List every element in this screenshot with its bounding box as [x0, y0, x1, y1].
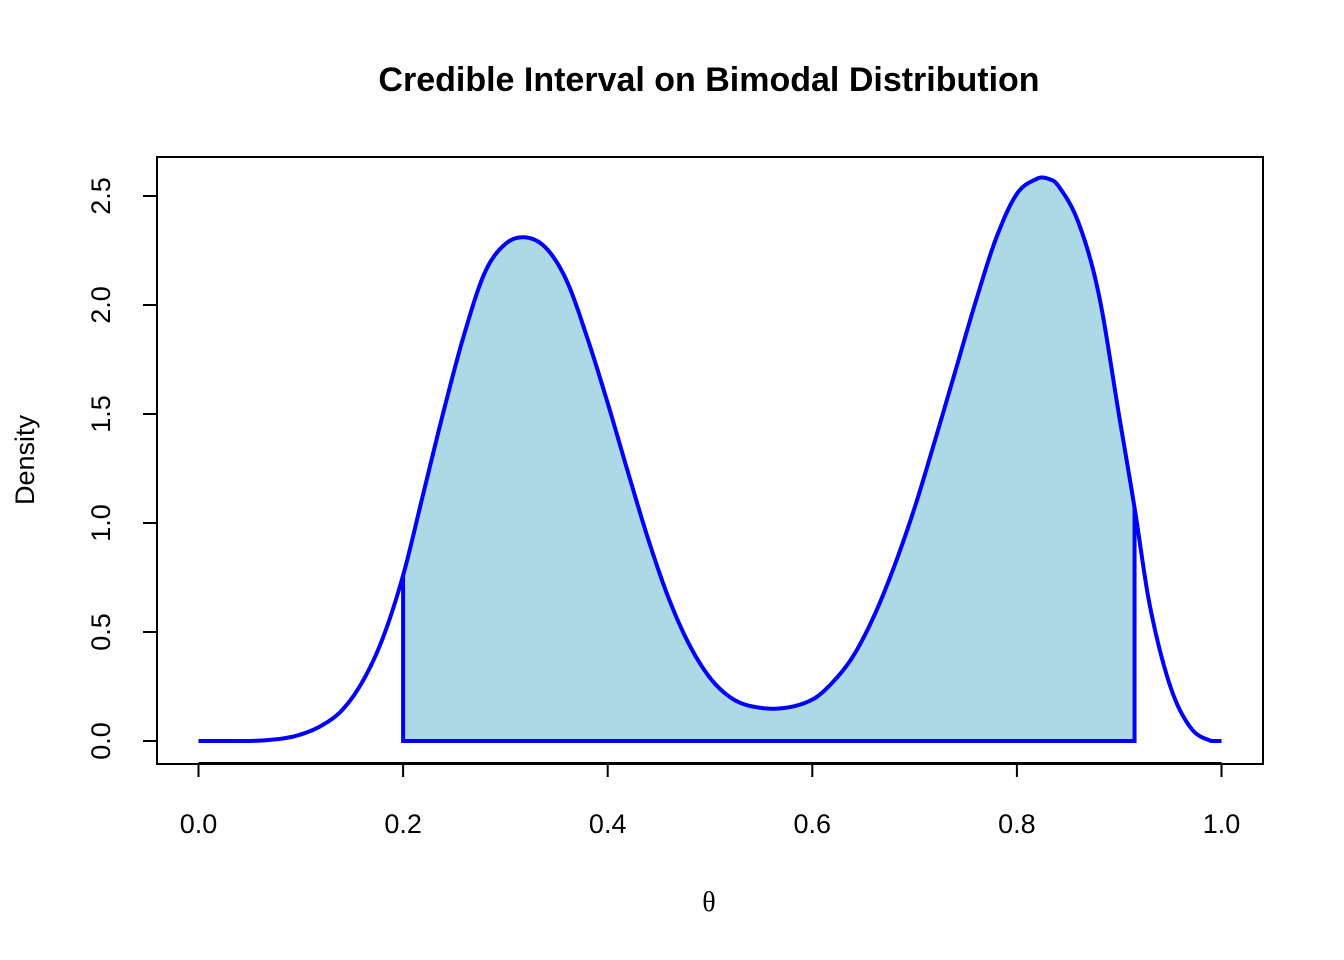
y-tick-label: 1.0: [86, 504, 116, 542]
y-tick-label: 2.5: [86, 177, 116, 215]
credible-interval-outline: [401, 507, 1137, 743]
y-tick-label: 0.5: [86, 613, 116, 651]
y-tick-label: 2.0: [86, 286, 116, 324]
credible-interval-fill: [403, 177, 1135, 741]
x-axis: 0.0 0.2 0.4 0.6 0.8 1.0: [180, 762, 1241, 839]
x-tick-label: 0.8: [998, 809, 1036, 839]
x-tick-label: 0.0: [180, 809, 218, 839]
y-tick-label: 1.5: [86, 395, 116, 433]
plot-area: [197, 175, 1223, 743]
x-tick-label: 0.2: [384, 809, 422, 839]
y-axis: 0.0 0.5 1.0 1.5 2.0 2.5: [86, 177, 158, 760]
y-axis-label: Density: [10, 414, 40, 505]
chart-title: Credible Interval on Bimodal Distributio…: [378, 61, 1039, 99]
density-curve: [197, 175, 1223, 743]
y-tick-label: 0.0: [86, 722, 116, 760]
x-tick-label: 1.0: [1203, 809, 1241, 839]
x-tick-label: 0.4: [589, 809, 627, 839]
x-tick-label: 0.6: [794, 809, 832, 839]
x-axis-label: θ: [702, 887, 715, 918]
